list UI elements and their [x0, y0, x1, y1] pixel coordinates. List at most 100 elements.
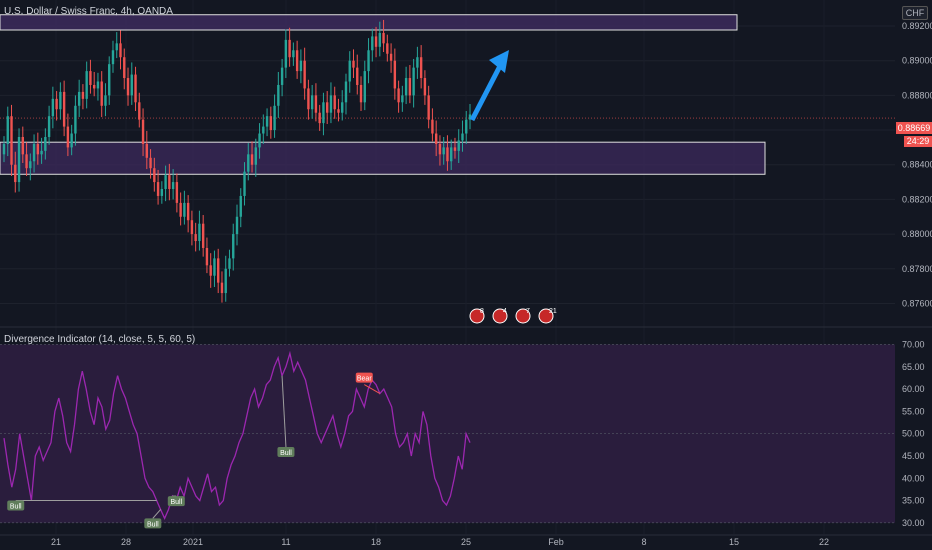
candle-body — [194, 234, 197, 242]
symbol-title[interactable]: U.S. Dollar / Swiss Franc, 4h, OANDA — [4, 6, 173, 17]
event-icon — [469, 308, 485, 324]
candle-body — [329, 95, 333, 113]
candle-body — [442, 147, 445, 155]
divergence-line — [152, 509, 162, 519]
candle-body — [337, 109, 340, 113]
candle-body — [247, 154, 250, 172]
time-axis-tick: 28 — [121, 537, 131, 547]
osc-axis-tick: 40.00 — [902, 473, 925, 483]
candle-body — [55, 98, 58, 110]
candle-body — [450, 147, 453, 162]
candle-body — [258, 133, 261, 148]
time-axis-tick: 21 — [51, 537, 61, 547]
divergence-label-text: Bull — [170, 499, 182, 506]
time-axis-tick: 8 — [641, 537, 646, 547]
candle-body — [183, 202, 186, 217]
candle-body — [130, 74, 133, 96]
candle-body — [262, 126, 265, 134]
candle-body — [401, 95, 404, 103]
candle-body — [284, 39, 288, 68]
candle-body — [220, 282, 224, 294]
candle-body — [160, 189, 164, 196]
candle-body — [408, 78, 412, 96]
candle-body — [382, 32, 385, 44]
candle-body — [47, 116, 51, 137]
candle-body — [269, 116, 273, 131]
candle-body — [325, 102, 329, 113]
candle-body — [232, 234, 235, 259]
candle-body — [423, 78, 427, 96]
candle-body — [322, 102, 325, 124]
support-zone — [0, 141, 766, 175]
candle-body — [303, 60, 306, 89]
event-icon — [515, 308, 531, 324]
price-axis-tick: 0.88800 — [902, 90, 932, 100]
candle-body — [461, 133, 464, 141]
bull-label — [277, 447, 295, 458]
candle-body — [201, 223, 205, 248]
candle-body — [453, 147, 457, 151]
event-icon-count: 8 — [480, 308, 484, 315]
candle-body — [85, 71, 88, 99]
price-axis-tick: 0.88200 — [902, 194, 932, 204]
candle-body — [190, 220, 194, 235]
candle-body — [393, 60, 397, 89]
countdown-tag: 24:29 — [904, 136, 932, 147]
candle-body — [318, 112, 321, 124]
candle-body — [228, 258, 231, 269]
candle-body — [280, 67, 284, 85]
candle-body — [314, 95, 318, 113]
candle-body — [209, 265, 212, 276]
candle-body — [333, 95, 336, 110]
candle-body — [179, 202, 182, 217]
candle-body — [265, 116, 269, 127]
event-icon-count: 4 — [503, 308, 507, 315]
candle-body — [431, 119, 434, 134]
candle-body — [217, 258, 220, 283]
candle-body — [348, 60, 351, 82]
candle-body — [356, 67, 359, 85]
candle-body — [96, 81, 100, 89]
osc-axis-tick: 70.00 — [902, 339, 925, 349]
candle-body — [307, 88, 310, 110]
candle-body — [44, 136, 47, 151]
time-axis-tick: 11 — [281, 537, 290, 547]
osc-axis-tick: 55.00 — [902, 406, 925, 416]
forecast-arrow-shaft — [469, 64, 503, 122]
candle-body — [149, 157, 152, 169]
candle-body — [25, 154, 28, 169]
indicator-title[interactable]: Divergence Indicator (14, close, 5, 5, 6… — [4, 334, 196, 345]
candle-body — [119, 43, 122, 58]
candle-body — [40, 150, 43, 155]
candle-body — [29, 161, 32, 169]
candle-body — [239, 195, 242, 217]
candle-body — [224, 268, 227, 294]
osc-axis-tick: 50.00 — [902, 429, 925, 439]
candle-body — [299, 60, 303, 72]
osc-axis-tick: 65.00 — [902, 362, 925, 372]
candle-body — [374, 36, 378, 47]
candle-body — [123, 57, 126, 79]
osc-axis-tick: 45.00 — [902, 451, 925, 461]
event-icon-count: 21 — [549, 308, 557, 315]
candle-body — [115, 43, 118, 51]
candle-body — [74, 105, 77, 134]
candle-body — [59, 91, 62, 110]
price-axis-tick: 0.88400 — [902, 160, 932, 170]
osc-axis-tick: 60.00 — [902, 384, 925, 394]
candle-body — [419, 57, 423, 79]
event-icon — [492, 308, 508, 324]
candle-body — [36, 143, 40, 155]
candle-body — [6, 116, 9, 144]
candle-body — [254, 147, 257, 165]
currency-badge[interactable]: CHF — [902, 6, 928, 20]
candle-body — [250, 154, 254, 165]
candle-body — [363, 71, 366, 103]
osc-axis-tick: 35.00 — [902, 496, 925, 506]
bull-label — [144, 518, 162, 529]
candle-body — [243, 171, 246, 196]
candle-body — [153, 168, 156, 183]
candle-body — [62, 91, 66, 127]
candle-body — [89, 71, 92, 85]
